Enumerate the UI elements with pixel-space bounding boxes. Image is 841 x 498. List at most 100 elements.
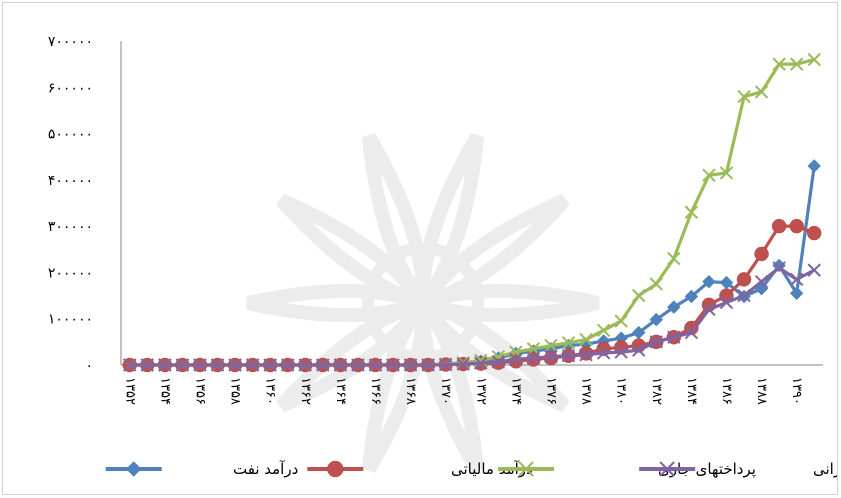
data-point bbox=[702, 274, 716, 289]
data-point bbox=[789, 286, 804, 300]
data-point bbox=[579, 348, 593, 362]
data-point bbox=[684, 320, 699, 336]
data-point bbox=[789, 57, 804, 71]
data-point bbox=[438, 357, 453, 372]
x-tick-label: ۱۳۶۴ bbox=[333, 377, 348, 405]
data-point bbox=[403, 358, 418, 372]
x-tick-label: ۱۳۷۲ bbox=[473, 377, 488, 405]
data-point bbox=[684, 289, 699, 304]
data-point bbox=[789, 272, 804, 287]
data-point bbox=[210, 358, 225, 372]
data-point bbox=[193, 358, 207, 372]
y-tick-label: ۰ bbox=[85, 358, 93, 374]
x-axis: ۱۳۵۲ ۱۳۵۴ ۱۳۵۶ ۱۳۵۸ ۱۳۶۰ ۱۳۶۲ ۱۳۶۴ ۱۳۶۶ ۱۳۶۸ ۱۳۷۰… bbox=[121, 364, 823, 405]
watermark-logo bbox=[246, 133, 600, 473]
data-point bbox=[123, 358, 137, 372]
x-tick-label: ۱۳۹۰ bbox=[789, 377, 804, 405]
x-tick-label: ۱۳۸۶ bbox=[719, 377, 734, 405]
data-point bbox=[333, 358, 348, 372]
data-point bbox=[632, 288, 646, 303]
line-chart: ۰ ۱۰۰۰۰۰ ۲۰۰۰۰۰ ۳۰۰۰۰۰ ۴۰۰۰۰۰ ۵۰۰۰۰۰ ۶۰۰۰۰۰ ۷۰۰… bbox=[48, 34, 838, 479]
data-point bbox=[702, 302, 716, 317]
series-line bbox=[129, 266, 815, 367]
legend-marker bbox=[659, 461, 675, 477]
data-point bbox=[719, 295, 734, 310]
x-tick-label: ۱۳۸۲ bbox=[649, 377, 664, 405]
x-tick-label: ۱۳۷۶ bbox=[543, 377, 558, 405]
data-point bbox=[228, 358, 242, 372]
data-point bbox=[684, 325, 699, 340]
data-point bbox=[772, 57, 786, 71]
x-tick-label: ۱۳۷۸ bbox=[579, 377, 594, 405]
data-point bbox=[737, 288, 751, 303]
data-point bbox=[544, 338, 558, 353]
data-point bbox=[667, 330, 681, 344]
y-tick-label: ۳۰۰۰۰۰ bbox=[48, 219, 93, 235]
y-tick-label: ۵۰۰۰۰۰ bbox=[48, 127, 93, 143]
legend-marker bbox=[126, 461, 142, 477]
y-axis: ۰ ۱۰۰۰۰۰ ۲۰۰۰۰۰ ۳۰۰۰۰۰ ۴۰۰۰۰۰ ۵۰۰۰۰۰ ۶۰۰۰۰۰ ۷۰۰… bbox=[48, 34, 122, 374]
y-tick-label: ۲۰۰۰۰۰ bbox=[48, 265, 93, 281]
data-point bbox=[737, 89, 751, 104]
data-point bbox=[632, 343, 646, 357]
data-point bbox=[667, 251, 681, 266]
data-point bbox=[561, 336, 576, 350]
data-point bbox=[474, 356, 488, 370]
series-4 bbox=[123, 261, 821, 372]
x-tick-label: ۱۳۸۴ bbox=[684, 377, 699, 405]
legend-item: درآمد نفت bbox=[105, 460, 298, 478]
data-point bbox=[719, 166, 734, 180]
data-point bbox=[754, 246, 769, 262]
data-point bbox=[158, 358, 172, 372]
y-tick-label: ۶۰۰۰۰۰ bbox=[48, 80, 93, 96]
data-point bbox=[684, 205, 699, 219]
data-point bbox=[771, 218, 787, 234]
x-tick-label: ۱۳۵۴ bbox=[157, 377, 172, 405]
data-point bbox=[789, 218, 804, 234]
x-tick-label: ۱۳۶۸ bbox=[403, 377, 418, 405]
legend-label: پرداختهای جاری bbox=[658, 460, 756, 479]
plot-area bbox=[122, 52, 822, 373]
data-point bbox=[614, 314, 628, 328]
data-point bbox=[614, 345, 628, 359]
data-point bbox=[806, 225, 822, 241]
legend-label: درآمد نفت bbox=[233, 460, 298, 478]
data-point bbox=[491, 355, 506, 369]
legend-marker bbox=[518, 461, 534, 477]
data-point bbox=[509, 352, 523, 367]
data-point bbox=[596, 323, 611, 337]
data-point bbox=[772, 261, 786, 275]
x-tick-label: ۱۳۵۸ bbox=[228, 377, 243, 405]
y-tick-label: ۷۰۰۰۰۰ bbox=[48, 34, 93, 50]
legend-marker bbox=[327, 460, 344, 478]
data-point bbox=[754, 274, 769, 289]
x-tick-label: ۱۳۸۸ bbox=[754, 377, 769, 405]
legend: درآمد نفت درآمد مالیاتی پرداختهای جاری پردا… bbox=[105, 460, 838, 479]
data-point bbox=[807, 263, 821, 277]
x-tick-label: ۱۳۷۰ bbox=[438, 377, 453, 405]
data-point bbox=[544, 349, 558, 364]
x-tick-label: ۱۳۸۰ bbox=[614, 377, 629, 405]
data-point bbox=[702, 168, 716, 182]
x-tick-label: ۱۳۶۶ bbox=[368, 377, 383, 405]
data-point bbox=[736, 272, 752, 287]
data-point bbox=[245, 358, 260, 372]
legend-item: درآمد مالیاتی bbox=[307, 460, 533, 478]
data-point bbox=[175, 358, 190, 372]
y-tick-label: ۴۰۰۰۰۰ bbox=[48, 173, 93, 189]
data-point bbox=[807, 159, 821, 173]
legend-label: پرداختهای عمرانی bbox=[813, 460, 838, 479]
data-point bbox=[263, 358, 277, 372]
data-point bbox=[456, 357, 470, 371]
x-tick-label: ۱۳۵۶ bbox=[192, 377, 207, 405]
data-point bbox=[649, 335, 663, 349]
legend-item: پرداختهای عمرانی bbox=[639, 460, 838, 479]
data-point bbox=[596, 346, 611, 360]
data-point bbox=[667, 300, 681, 314]
data-point bbox=[561, 349, 576, 363]
data-point bbox=[368, 358, 383, 372]
legend-item: پرداختهای جاری bbox=[498, 460, 756, 479]
data-point bbox=[140, 358, 155, 372]
x-tick-label: ۱۳۵۲ bbox=[122, 377, 137, 405]
